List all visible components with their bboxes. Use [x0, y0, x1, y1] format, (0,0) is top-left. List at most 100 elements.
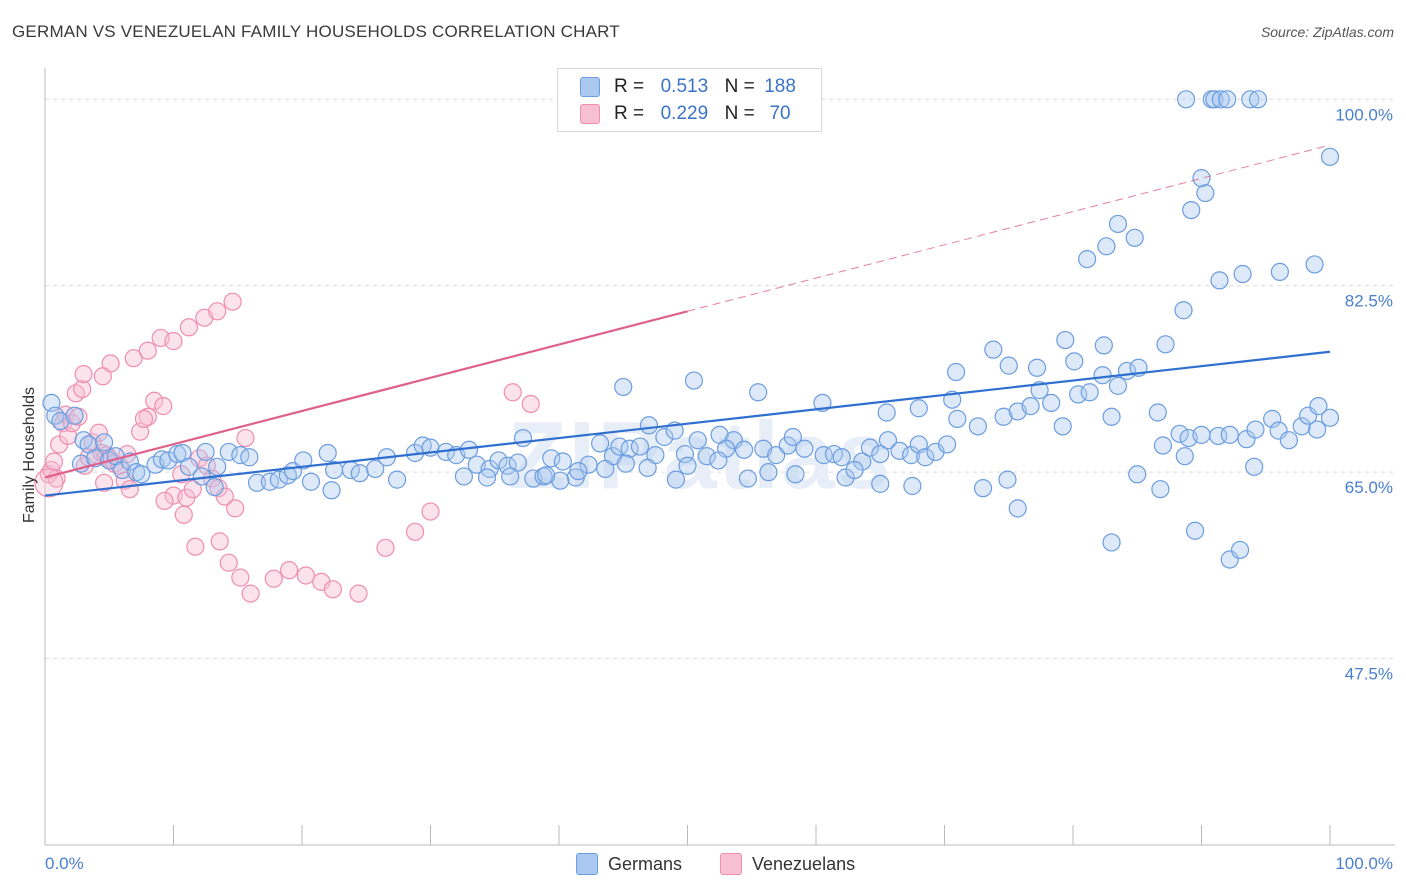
german-point	[591, 434, 610, 453]
german-point	[1094, 336, 1113, 355]
german-point	[477, 468, 497, 487]
german-point	[1270, 262, 1289, 281]
venezuelan-point	[164, 332, 183, 351]
legend-item-venezuelans: Venezuelans	[720, 851, 855, 877]
german-point	[1305, 255, 1324, 274]
german-point	[1174, 301, 1193, 320]
german-point	[1078, 249, 1097, 269]
german-point	[551, 471, 570, 490]
venezuelan-point	[120, 480, 139, 499]
german-point	[46, 406, 65, 425]
german-point	[454, 467, 474, 486]
german-point	[159, 451, 178, 470]
venezuelan-n-label: N =	[724, 103, 755, 124]
german-point	[1320, 408, 1340, 427]
german-point	[678, 456, 697, 475]
venezuelan-point	[219, 553, 238, 572]
german-point	[596, 459, 615, 479]
german-point	[366, 459, 385, 479]
venezuelan-point	[89, 423, 109, 442]
german-point	[65, 406, 84, 425]
german-point	[614, 377, 633, 397]
x-tick-label: 100.0%	[1335, 854, 1393, 873]
german-point	[294, 451, 313, 470]
german-point	[1182, 200, 1201, 220]
german-point	[1108, 376, 1128, 395]
german-point	[860, 438, 880, 457]
german-point	[1027, 358, 1047, 377]
german-point	[1102, 533, 1121, 552]
venezuelan-point	[73, 379, 92, 399]
chart-title: GERMAN VS VENEZUELAN FAMILY HOUSEHOLDS C…	[12, 22, 620, 41]
german-point	[998, 470, 1017, 489]
x-tick-label: 0.0%	[45, 854, 84, 873]
venezuelan-point	[145, 391, 164, 410]
german-point	[1170, 424, 1189, 443]
german-point	[513, 428, 533, 448]
german-point	[1151, 480, 1170, 499]
legend-row-venezuelan: R = 0.229 N = 70	[580, 102, 800, 126]
german-point	[1211, 90, 1230, 109]
german-point	[1218, 90, 1237, 109]
german-point	[553, 452, 572, 471]
german-point	[890, 441, 909, 460]
german-point	[1176, 90, 1196, 109]
venezuelan-point	[241, 584, 260, 603]
german-point	[832, 448, 851, 467]
venezuelan-point	[231, 568, 250, 587]
german-point	[877, 403, 896, 422]
german-point	[1148, 403, 1167, 422]
german-point	[1241, 90, 1260, 109]
german-point	[909, 399, 928, 418]
german-point	[1021, 397, 1040, 416]
german-point	[1210, 271, 1229, 290]
venezuelan-point	[376, 538, 395, 557]
german-point	[1308, 420, 1327, 439]
german-point	[871, 474, 890, 493]
german-point	[1008, 499, 1027, 518]
venezuelan-point	[179, 318, 199, 337]
german-point	[878, 431, 898, 450]
german-point	[973, 479, 993, 498]
german-point	[638, 458, 657, 477]
venezuelan-trend-line	[44, 310, 688, 479]
germans-swatch	[576, 853, 598, 875]
y-tick-label: 47.5%	[1345, 665, 1393, 684]
german-point	[655, 427, 674, 447]
german-point	[786, 465, 805, 484]
y-axis-label: Family Households	[21, 387, 38, 523]
german-point	[508, 453, 527, 472]
legend-row-german: R = 0.513 N = 188	[580, 75, 800, 99]
german-point	[1102, 407, 1121, 426]
y-tick-labels: 47.5% 65.0% 82.5% 100.0%	[1335, 105, 1393, 683]
venezuelan-point	[44, 452, 64, 471]
german-point	[1080, 383, 1099, 402]
german-point	[537, 466, 556, 485]
venezuelan-r-value: 0.229	[660, 103, 709, 124]
german-point	[666, 470, 686, 489]
german-point	[1069, 385, 1088, 404]
venezuelan-trend-extension	[687, 144, 1331, 312]
german-point	[1128, 465, 1147, 484]
german-point	[783, 427, 802, 447]
german-point	[630, 437, 650, 456]
german-point	[697, 447, 716, 466]
german-point	[1056, 330, 1075, 350]
german-point	[984, 340, 1003, 359]
y-tick-label: 65.0%	[1345, 478, 1393, 497]
venezuelan-point	[226, 499, 245, 518]
german-point	[1196, 183, 1215, 203]
german-point	[240, 448, 259, 467]
venezuelan-point	[210, 532, 229, 551]
german-point	[688, 431, 707, 450]
german-n-label: N =	[724, 76, 755, 97]
german-point	[318, 443, 337, 463]
venezuelan-r-label: R =	[614, 103, 645, 124]
german-point	[749, 383, 768, 402]
german-point	[132, 465, 151, 484]
venezuelan-point	[223, 292, 242, 311]
german-trend-line	[44, 350, 1331, 497]
venezuelan-point	[134, 409, 154, 428]
venezuelan-n-value: 70	[769, 103, 791, 124]
